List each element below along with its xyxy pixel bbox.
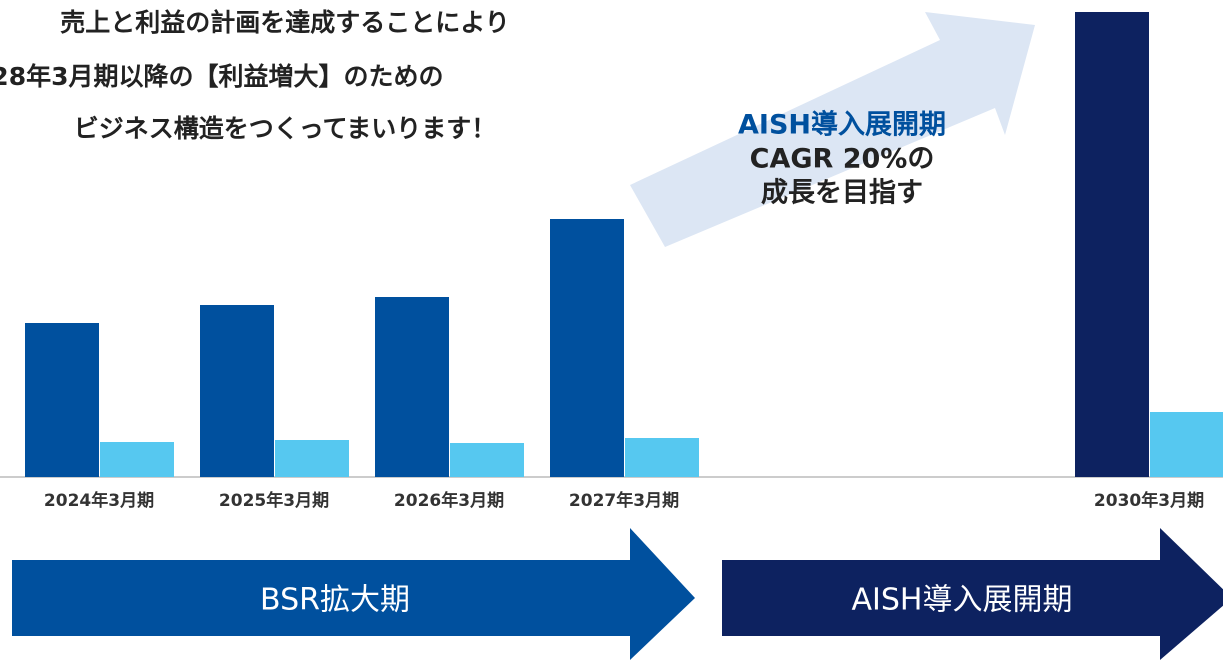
x-tick-label: 2025年3月期	[219, 490, 329, 511]
phase-label: AISH導入展開期	[852, 583, 1073, 618]
growth-arrow	[630, 12, 1035, 247]
bar	[550, 219, 624, 477]
bar	[1075, 12, 1149, 477]
phase-label: BSR拡大期	[260, 583, 410, 618]
bar	[1150, 412, 1223, 477]
headline: 売上と利益の計画を達成することにより	[60, 8, 510, 37]
x-tick-label: 2024年3月期	[44, 490, 154, 511]
bar	[275, 440, 349, 477]
bar	[450, 443, 524, 477]
headline: ビジネス構造をつくってまいります！	[74, 114, 497, 143]
phase-arrow	[722, 528, 1223, 660]
x-tick-label: 2027年3月期	[569, 490, 679, 511]
annotation: CAGR 20%の	[750, 144, 935, 175]
headline: 2028年3月期以降の【利益増大】のための	[0, 62, 443, 91]
x-tick-label: 2030年3月期	[1094, 490, 1204, 511]
x-tick-label: 2026年3月期	[394, 490, 504, 511]
bar	[375, 297, 449, 477]
bar	[25, 323, 99, 477]
bar	[625, 438, 699, 477]
bar	[200, 305, 274, 477]
bar	[100, 442, 174, 477]
annotation: AISH導入展開期	[738, 109, 946, 141]
annotation: 成長を目指す	[761, 178, 923, 209]
phase-arrow	[12, 528, 695, 660]
